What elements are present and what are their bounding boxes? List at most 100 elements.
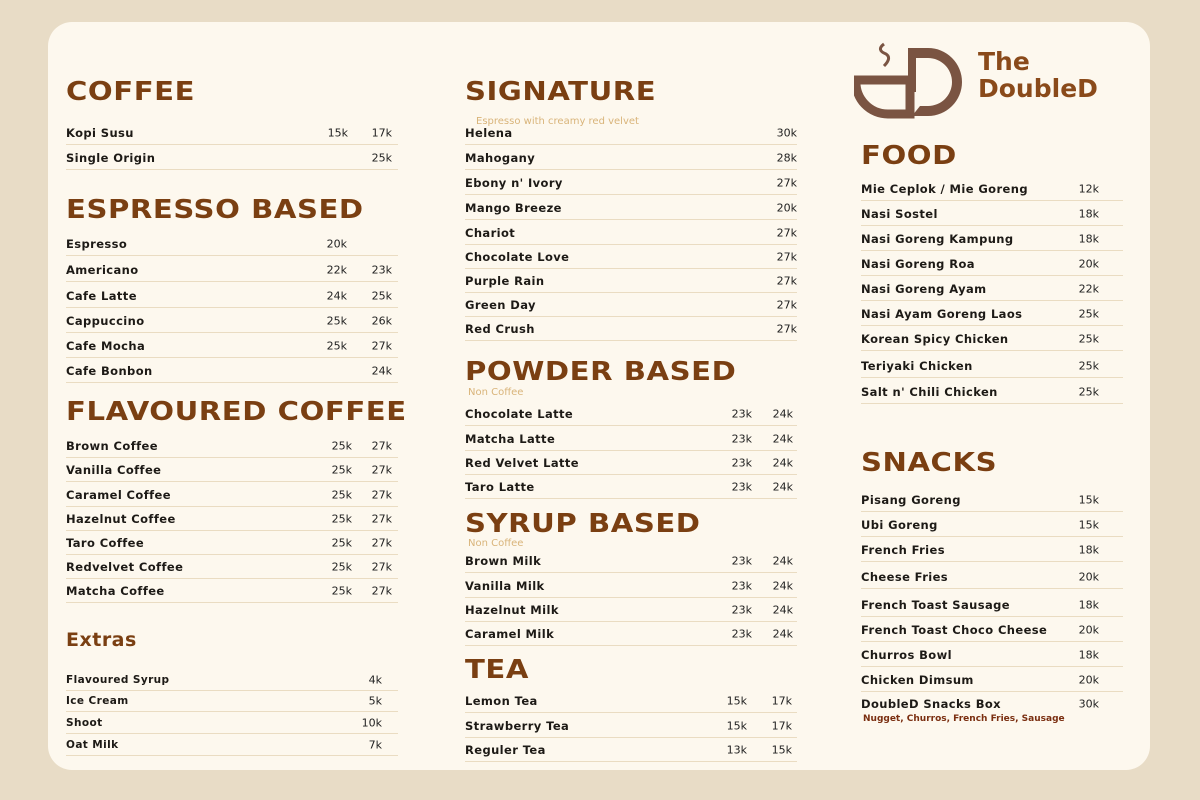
menu-item-price: 13k [726,743,747,756]
menu-item-price: 25k [1078,307,1099,320]
menu-item-price: 15k [726,694,747,707]
menu-item: Ice Cream 5k [66,690,398,712]
menu-item-price: 4k [368,673,382,686]
menu-item-name: Lemon Tea [465,693,538,708]
menu-item-price: 27k [776,250,797,263]
menu-item: Cafe Bonbon 24k [66,359,398,383]
menu-item-price: 18k [1078,232,1099,245]
menu-item-price: 23k [731,432,752,445]
menu-item-name: Oat Milk [66,738,119,751]
menu-item: Vanilla Milk 23k 24k [465,574,797,598]
menu-item: Taro Coffee 25k 27k [66,531,398,555]
menu-item: Helena 30k [465,121,797,145]
menu-item-price: 20k [1078,673,1099,686]
menu-item: Chocolate Latte 23k 24k [465,402,797,426]
section-subtitle-powder: Non Coffee [468,387,524,398]
menu-item: Reguler Tea 13k 15k [465,738,797,762]
menu-item-price: 25k [371,151,392,164]
menu-item: Vanilla Coffee 25k 27k [66,458,398,482]
menu-item: Kopi Susu 15k 17k [66,121,398,145]
menu-item: Mango Breeze 20k [465,196,797,220]
menu-item-price: 20k [326,237,347,250]
menu-item-name: Chocolate Latte [465,406,574,421]
menu-item-name: Cheese Fries [861,569,949,584]
brand-name: The DoubleD [978,48,1098,102]
menu-item-price: 24k [772,627,793,640]
menu-item-price: 23k [731,554,752,567]
menu-item-price: 27k [371,512,392,525]
menu-item-note: Nugget, Churros, French Fries, Sausage [863,714,1065,724]
menu-item-price: 25k [331,463,352,476]
menu-item-price: 27k [371,339,392,352]
menu-item-name: Cappuccino [66,313,145,328]
menu-item-name: Americano [66,262,139,277]
menu-item-name: Ebony n' Ivory [465,175,563,190]
menu-item-price: 30k [776,126,797,139]
menu-item-name: Kopi Susu [66,125,134,140]
menu-item-name: Salt n' Chili Chicken [861,384,998,399]
menu-item-price: 15k [1078,518,1099,531]
menu-item: Chocolate Love 27k [465,245,797,269]
menu-item: French Toast Choco Cheese 20k [861,618,1123,642]
menu-item: French Fries 18k [861,538,1123,562]
menu-item: Caramel Milk 23k 24k [465,622,797,646]
menu-item: Single Origin 25k [66,146,398,170]
menu-item: Cafe Latte 24k 25k [66,284,398,308]
menu-item-price: 24k [772,603,793,616]
menu-item-price: 15k [327,126,348,139]
menu-item: Lemon Tea 15k 17k [465,689,797,713]
menu-item-name: Red Crush [465,321,535,336]
menu-item-price: 25k [331,488,352,501]
menu-item-price: 24k [326,289,347,302]
menu-item-price: 20k [1078,257,1099,270]
menu-item: Taro Latte 23k 24k [465,475,797,499]
menu-item: Cheese Fries 20k [861,565,1123,589]
menu-item-name: Red Velvet Latte [465,455,579,470]
menu-item-name: Matcha Coffee [66,583,165,598]
menu-item-price: 27k [371,439,392,452]
menu-item-name: Nasi Goreng Roa [861,256,975,271]
menu-item-price: 18k [1078,207,1099,220]
section-title-signature: SIGNATURE [465,77,657,107]
menu-item-price: 24k [772,480,793,493]
menu-item: Salt n' Chili Chicken 25k [861,380,1123,404]
menu-item-name: Green Day [465,297,536,312]
menu-item-price: 24k [772,554,793,567]
section-subtitle-syrup: Non Coffee [468,538,524,549]
menu-item-price: 17k [771,719,792,732]
menu-item-name: Mahogany [465,150,536,165]
menu-item: Strawberry Tea 15k 17k [465,714,797,738]
section-title-tea: TEA [465,655,529,685]
menu-item: Churros Bowl 18k [861,643,1123,667]
menu-item: Green Day 27k [465,293,797,317]
menu-item-name: Helena [465,125,513,140]
menu-item-name: French Toast Sausage [861,597,1010,612]
menu-item-price: 25k [326,314,347,327]
section-title-espresso: ESPRESSO BASED [66,195,364,225]
menu-item-name: Caramel Coffee [66,487,171,502]
menu-item-name: Taro Latte [465,479,535,494]
menu-item-price: 18k [1078,648,1099,661]
menu-item: Matcha Coffee 25k 27k [66,579,398,603]
menu-item-name: Reguler Tea [465,742,546,757]
menu-item-name: Taro Coffee [66,535,145,550]
menu-item-name: Nasi Sostel [861,206,938,221]
menu-item-name: Nasi Ayam Goreng Laos [861,306,1023,321]
menu-item-price: 27k [371,463,392,476]
menu-item-name: Hazelnut Milk [465,602,559,617]
menu-item-price: 12k [1078,182,1099,195]
menu-item-name: Chicken Dimsum [861,672,974,687]
menu-item: Matcha Latte 23k 24k [465,427,797,451]
menu-item-name: Ice Cream [66,694,129,707]
menu-item-name: Shoot [66,716,103,729]
menu-item-price: 25k [371,289,392,302]
menu-item: Oat Milk 7k [66,734,398,756]
menu-item-price: 20k [776,201,797,214]
menu-item-price: 24k [772,432,793,445]
menu-item: Redvelvet Coffee 25k 27k [66,555,398,579]
menu-item: Red Crush 27k [465,317,797,341]
section-title-flavoured: FLAVOURED COFFEE [66,397,407,427]
menu-item-price: 30k [1078,697,1099,711]
menu-item: Cafe Mocha 25k 27k [66,334,398,358]
section-title-coffee: COFFEE [66,77,196,107]
